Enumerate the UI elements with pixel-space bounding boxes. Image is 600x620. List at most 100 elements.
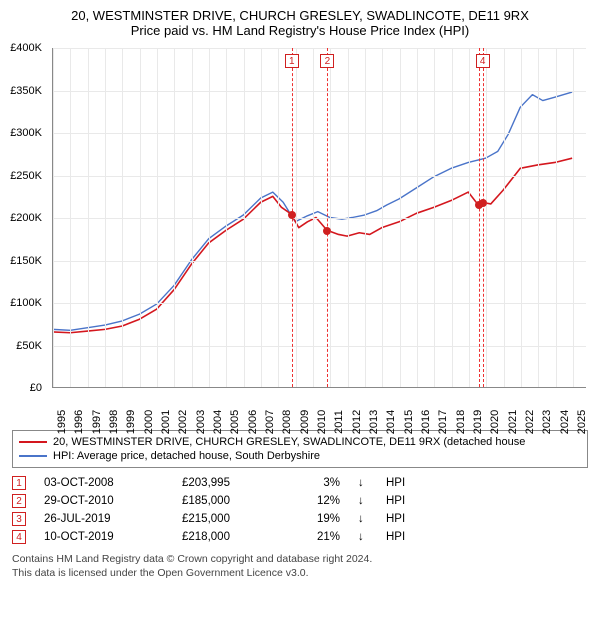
gridline-h	[53, 48, 586, 49]
gridline-v	[226, 48, 227, 387]
gridline-v	[452, 48, 453, 387]
x-tick-label: 2010	[316, 410, 328, 434]
legend-label: HPI: Average price, detached house, Sout…	[53, 450, 320, 462]
marker-box-2: 2	[320, 54, 334, 68]
y-tick-label: £150K	[10, 255, 42, 267]
gridline-h	[53, 261, 586, 262]
x-tick-label: 2018	[455, 410, 467, 434]
gridline-v	[53, 48, 54, 387]
sales-marker-box: 1	[12, 476, 26, 490]
gridline-h	[53, 303, 586, 304]
x-tick-label: 2003	[195, 410, 207, 434]
x-tick-label: 2004	[212, 410, 224, 434]
sales-ref: HPI	[386, 513, 416, 525]
x-tick-label: 1997	[91, 410, 103, 434]
marker-dot-4	[479, 199, 487, 207]
sales-price: £218,000	[182, 531, 272, 543]
y-tick-label: £100K	[10, 297, 42, 309]
legend-swatch	[19, 455, 47, 457]
sales-ref: HPI	[386, 495, 416, 507]
x-tick-label: 2000	[143, 410, 155, 434]
x-tick-label: 2006	[247, 410, 259, 434]
down-arrow-icon: ↓	[358, 531, 368, 543]
x-tick-label: 2016	[420, 410, 432, 434]
marker-dot-1	[288, 211, 296, 219]
footer-line-1: Contains HM Land Registry data © Crown c…	[12, 552, 588, 566]
gridline-v	[122, 48, 123, 387]
sales-date: 29-OCT-2010	[44, 495, 164, 507]
x-tick-label: 2021	[507, 410, 519, 434]
gridline-v	[278, 48, 279, 387]
x-tick-label: 2011	[333, 410, 345, 434]
marker-box-1: 1	[285, 54, 299, 68]
x-tick-label: 1996	[73, 410, 85, 434]
x-tick-label: 2009	[299, 410, 311, 434]
legend-row: HPI: Average price, detached house, Sout…	[19, 449, 581, 463]
sales-price: £203,995	[182, 477, 272, 489]
sales-diff: 21%	[290, 531, 340, 543]
plot-region: 1 2 4	[52, 48, 586, 388]
gridline-v	[538, 48, 539, 387]
chart-area: 124 £0£50K£100K£150K£200K£250K£300K£350K…	[10, 44, 590, 424]
gridline-v	[261, 48, 262, 387]
gridline-v	[486, 48, 487, 387]
gridline-v	[365, 48, 366, 387]
x-tick-label: 1995	[56, 410, 68, 434]
gridline-h	[53, 176, 586, 177]
down-arrow-icon: ↓	[358, 513, 368, 525]
sales-price: £215,000	[182, 513, 272, 525]
down-arrow-icon: ↓	[358, 495, 368, 507]
title-line-1: 20, WESTMINSTER DRIVE, CHURCH GRESLEY, S…	[10, 8, 590, 23]
gridline-v	[209, 48, 210, 387]
sales-marker-box: 2	[12, 494, 26, 508]
sales-row: 103-OCT-2008£203,9953%↓HPI	[12, 474, 588, 492]
gridline-v	[296, 48, 297, 387]
gridline-v	[313, 48, 314, 387]
title-line-2: Price paid vs. HM Land Registry's House …	[10, 23, 590, 38]
down-arrow-icon: ↓	[358, 477, 368, 489]
y-tick-label: £300K	[10, 127, 42, 139]
gridline-v	[573, 48, 574, 387]
y-tick-label: £350K	[10, 85, 42, 97]
x-tick-label: 2019	[472, 410, 484, 434]
x-tick-label: 2013	[368, 410, 380, 434]
gridline-v	[244, 48, 245, 387]
sales-table: 103-OCT-2008£203,9953%↓HPI229-OCT-2010£1…	[12, 474, 588, 546]
sales-date: 10-OCT-2019	[44, 531, 164, 543]
x-tick-label: 2022	[524, 410, 536, 434]
marker-line-4	[483, 48, 484, 387]
y-tick-label: £0	[30, 382, 42, 394]
gridline-h	[53, 346, 586, 347]
y-tick-label: £50K	[16, 340, 42, 352]
y-tick-label: £400K	[10, 42, 42, 54]
footer-line-2: This data is licensed under the Open Gov…	[12, 566, 588, 580]
x-tick-label: 2015	[403, 410, 415, 434]
gridline-v	[157, 48, 158, 387]
gridline-v	[417, 48, 418, 387]
sales-ref: HPI	[386, 477, 416, 489]
gridline-v	[382, 48, 383, 387]
legend-label: 20, WESTMINSTER DRIVE, CHURCH GRESLEY, S…	[53, 436, 525, 448]
x-tick-label: 2007	[264, 410, 276, 434]
footer: Contains HM Land Registry data © Crown c…	[12, 552, 588, 580]
legend-row: 20, WESTMINSTER DRIVE, CHURCH GRESLEY, S…	[19, 435, 581, 449]
legend: 20, WESTMINSTER DRIVE, CHURCH GRESLEY, S…	[12, 430, 588, 468]
x-tick-label: 2012	[351, 410, 363, 434]
x-tick-label: 1998	[108, 410, 120, 434]
x-tick-label: 2023	[541, 410, 553, 434]
sales-date: 03-OCT-2008	[44, 477, 164, 489]
marker-line-3	[479, 48, 480, 387]
sales-row: 326-JUL-2019£215,00019%↓HPI	[12, 510, 588, 528]
gridline-v	[70, 48, 71, 387]
sales-date: 26-JUL-2019	[44, 513, 164, 525]
x-tick-label: 2014	[385, 410, 397, 434]
gridline-v	[504, 48, 505, 387]
x-tick-label: 2002	[177, 410, 189, 434]
y-tick-label: £200K	[10, 212, 42, 224]
gridline-v	[521, 48, 522, 387]
gridline-v	[140, 48, 141, 387]
marker-box-4: 4	[476, 54, 490, 68]
x-tick-label: 1999	[125, 410, 137, 434]
gridline-h	[53, 133, 586, 134]
x-tick-label: 2020	[489, 410, 501, 434]
